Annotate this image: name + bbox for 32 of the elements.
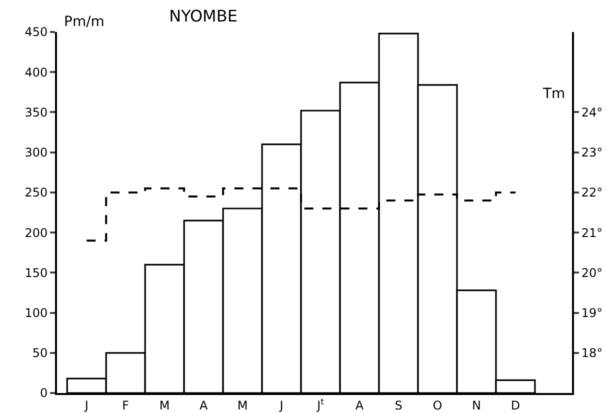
- y2-axis-title: Tm: [542, 86, 566, 102]
- x-tick-label: J: [84, 398, 88, 412]
- x-tick-label: M: [237, 398, 248, 412]
- y-tick-label: 150: [24, 266, 48, 280]
- x-tick-label: M: [159, 398, 170, 412]
- y2-tick-label: 20°: [581, 266, 603, 280]
- y-tick-label: 50: [32, 346, 48, 360]
- y-tick-label: 100: [24, 306, 48, 320]
- x-tick-label: A: [199, 398, 208, 412]
- x-tick-label: O: [432, 398, 442, 412]
- y-tick-label: 400: [24, 65, 48, 80]
- x-tick-label: A: [355, 398, 364, 412]
- x-tick-label: D: [510, 398, 520, 412]
- y2-tick-label: 19°: [581, 306, 603, 320]
- y2-tick-label: 24°: [581, 105, 603, 120]
- y2-tick-label: 18°: [581, 346, 603, 360]
- x-tick-label: J$^{t}$: [316, 396, 325, 412]
- x-tick-label: N: [472, 398, 481, 412]
- y-tick-label: 250: [24, 186, 48, 200]
- x-tick-label: S: [394, 398, 402, 412]
- x-tick-label: F: [122, 398, 130, 412]
- y-tick-label: 450: [24, 25, 48, 40]
- x-tick-label: J: [278, 398, 284, 412]
- y-tick-label: 200: [24, 226, 48, 240]
- y-tick-label: 300: [24, 146, 48, 160]
- y-axis-title: Pm/m: [64, 14, 104, 30]
- chart-title: NYOMBE: [169, 6, 238, 26]
- y-tick-label: 350: [24, 105, 48, 120]
- y-tick-label: 0: [40, 386, 48, 400]
- y2-tick-label: 21°: [581, 226, 603, 240]
- y2-tick-label: 23°: [581, 146, 603, 160]
- y2-tick-label: 22°: [581, 186, 603, 200]
